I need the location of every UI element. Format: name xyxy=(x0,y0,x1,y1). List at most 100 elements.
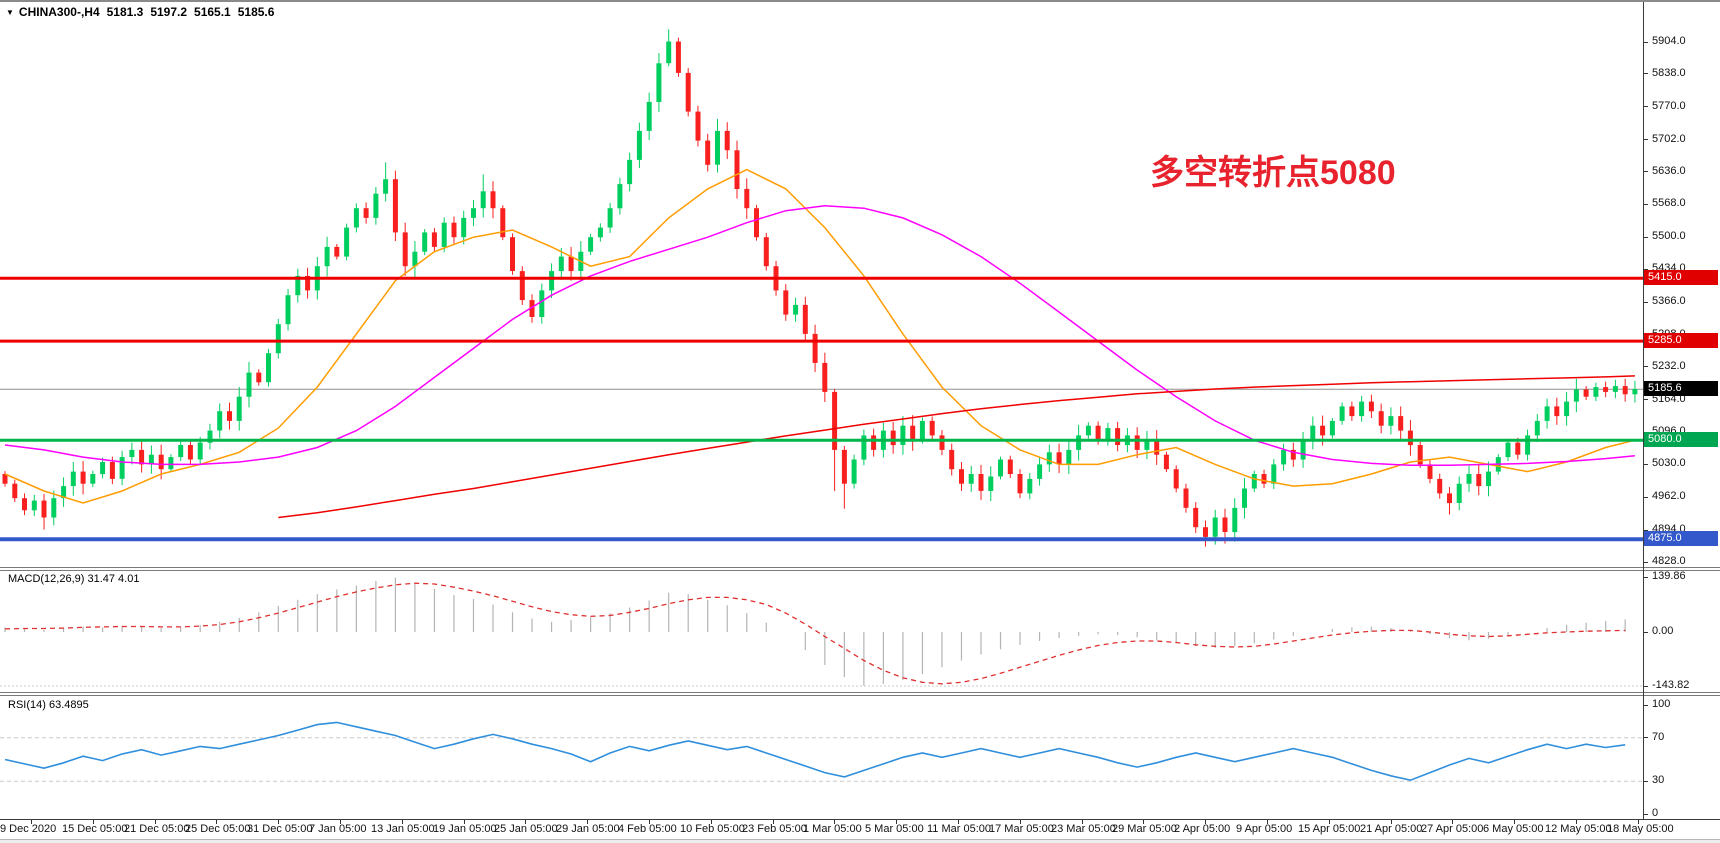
time-tick xyxy=(1576,820,1577,824)
price-tick xyxy=(1643,73,1648,74)
macd-tick xyxy=(1643,577,1648,578)
price-tick xyxy=(1643,399,1648,400)
ma-mid-magenta-line[interactable] xyxy=(4,205,1635,467)
macd-label: MACD(12,26,9) 31.47 4.01 xyxy=(8,573,140,585)
price-tick xyxy=(1643,497,1648,498)
main-chart-canvas[interactable] xyxy=(0,2,1643,567)
macd-canvas[interactable] xyxy=(0,570,1643,692)
rsi-tick-label: 0 xyxy=(1652,807,1659,819)
price-tick-label: 5904.0 xyxy=(1652,35,1686,47)
price-tick xyxy=(1643,562,1648,563)
quote-open: 5181.3 xyxy=(106,5,144,19)
price-tick-label: 4828.0 xyxy=(1652,555,1686,567)
time-tick xyxy=(464,820,465,824)
price-level-badge: 4875.0 xyxy=(1644,531,1718,546)
price-tick-label: 5838.0 xyxy=(1652,67,1686,79)
rsi-tick xyxy=(1643,737,1648,738)
rsi-tick-label: 100 xyxy=(1652,698,1671,710)
time-tick-label: 31 Dec 05:00 xyxy=(247,823,313,835)
macd-signal-line xyxy=(4,582,1626,685)
time-tick-label: 19 Jan 05:00 xyxy=(433,823,497,835)
time-tick xyxy=(711,820,712,824)
time-tick-label: 4 Feb 05:00 xyxy=(618,823,677,835)
time-tick-label: 11 Mar 05:00 xyxy=(927,823,992,835)
price-tick xyxy=(1643,106,1648,107)
time-tick xyxy=(1638,820,1639,824)
macd-tick-label: 0.00 xyxy=(1652,625,1674,637)
time-tick-label: 25 Jan 05:00 xyxy=(494,823,558,835)
rsi-tick xyxy=(1643,781,1648,782)
price-tick xyxy=(1643,139,1648,140)
candles-layer xyxy=(2,29,1638,547)
price-tick-label: 5770.0 xyxy=(1652,100,1686,112)
price-tick xyxy=(1643,237,1648,238)
price-tick-label: 5500.0 xyxy=(1652,230,1686,242)
time-tick-label: 6 May 05:00 xyxy=(1483,823,1544,835)
chart-title: ▼ CHINA300-,H4 5181.3 5197.2 5165.1 5185.6 xyxy=(6,5,274,19)
time-tick xyxy=(31,820,32,824)
chart-symbol-period: CHINA300-,H4 xyxy=(18,5,100,19)
rsi-canvas[interactable] xyxy=(0,695,1643,819)
macd-tick-label: -143.82 xyxy=(1652,679,1690,691)
rsi-tick-label: 70 xyxy=(1652,731,1665,743)
rsi-tick xyxy=(1643,705,1648,706)
price-tick xyxy=(1643,171,1648,172)
price-tick xyxy=(1643,204,1648,205)
time-tick xyxy=(773,820,774,824)
time-tick xyxy=(216,820,217,824)
time-tick-label: 21 Apr 05:00 xyxy=(1360,823,1423,835)
symbol-dropdown-icon[interactable]: ▼ xyxy=(6,8,14,17)
bottom-scroll-strip[interactable] xyxy=(0,839,1720,843)
time-tick xyxy=(1020,820,1021,824)
time-tick-label: 7 Jan 05:00 xyxy=(309,823,367,835)
price-level-badge: 5415.0 xyxy=(1644,270,1718,285)
quote-low: 5165.1 xyxy=(194,5,231,19)
macd-tick xyxy=(1643,632,1648,633)
price-axis-border xyxy=(1643,2,1644,820)
time-tick xyxy=(896,820,897,824)
pane-splitter-macd[interactable] xyxy=(0,567,1720,571)
time-tick xyxy=(649,820,650,824)
time-tick xyxy=(1082,820,1083,824)
price-level-badge: 5185.6 xyxy=(1644,381,1718,396)
rsi-line xyxy=(4,721,1626,782)
macd-tick xyxy=(1643,686,1648,687)
time-tick xyxy=(834,820,835,824)
time-tick xyxy=(1452,820,1453,824)
time-tick-label: 23 Feb 05:00 xyxy=(742,823,807,835)
time-tick xyxy=(278,820,279,824)
price-tick-label: 5366.0 xyxy=(1652,295,1686,307)
price-tick-label: 5636.0 xyxy=(1652,165,1686,177)
ma-fast-orange-line[interactable] xyxy=(4,168,1636,504)
time-tick-label: 29 Jan 05:00 xyxy=(556,823,620,835)
time-tick-label: 21 Dec 05:00 xyxy=(124,823,190,835)
price-level-badge: 5285.0 xyxy=(1644,333,1718,348)
time-axis-line xyxy=(0,819,1720,820)
price-tick xyxy=(1643,269,1648,270)
time-tick xyxy=(93,820,94,824)
time-tick xyxy=(958,820,959,824)
chart-annotation-text: 多空转折点5080 xyxy=(1150,154,1396,192)
price-level-badge: 5080.0 xyxy=(1644,432,1718,447)
time-tick xyxy=(1514,820,1515,824)
time-tick-label: 25 Dec 05:00 xyxy=(185,823,251,835)
time-tick-label: 2 Apr 05:00 xyxy=(1174,823,1231,835)
ma-slow-red-line[interactable] xyxy=(278,375,1635,519)
time-tick xyxy=(1267,820,1268,824)
time-tick-label: 29 Mar 05:00 xyxy=(1112,823,1177,835)
time-tick-label: 9 Dec 2020 xyxy=(0,823,57,835)
time-tick xyxy=(525,820,526,824)
time-tick-label: 10 Feb 05:00 xyxy=(680,823,745,835)
price-tick xyxy=(1643,302,1648,303)
time-tick xyxy=(1329,820,1330,824)
time-tick-label: 1 Mar 05:00 xyxy=(803,823,862,835)
price-tick xyxy=(1643,464,1648,465)
price-tick-label: 5232.0 xyxy=(1652,360,1686,372)
rsi-label: RSI(14) 63.4895 xyxy=(8,699,89,711)
time-tick xyxy=(155,820,156,824)
rsi-tick-label: 30 xyxy=(1652,774,1665,786)
time-tick-label: 18 May 05:00 xyxy=(1607,823,1674,835)
price-tick-label: 5164.0 xyxy=(1652,393,1686,405)
pane-splitter-rsi[interactable] xyxy=(0,692,1720,696)
